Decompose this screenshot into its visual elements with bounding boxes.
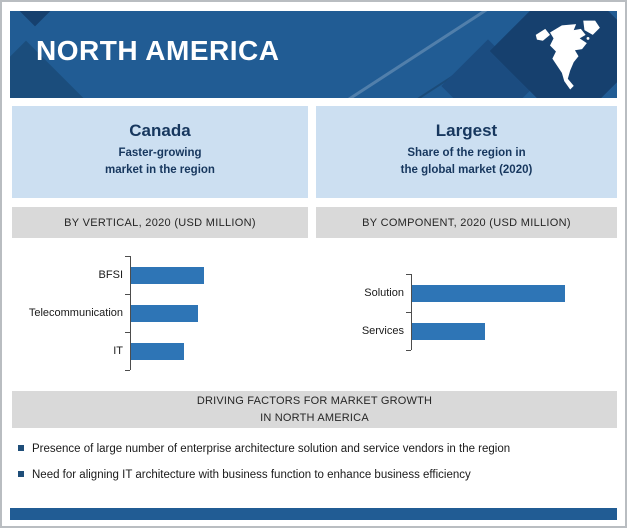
banner-decoration-diamond [16,11,54,27]
axis-tick [125,294,130,295]
bullet-square-icon [18,445,24,451]
highlight-box-canada: Canada Faster-growing market in the regi… [12,106,308,198]
page-title: NORTH AMERICA [36,35,280,66]
bullet-list: Presence of large number of enterprise a… [18,442,610,494]
bullet-text: Need for aligning IT architecture with b… [32,468,471,481]
highlight-box-largest: Largest Share of the region in the globa… [316,106,617,198]
chart-category-axis [130,256,131,370]
highlight-title: Largest [435,121,498,140]
driving-factors-bar: DRIVING FACTORS FOR MARKET GROWTH IN NOR… [12,391,617,428]
chart-category-label: Solution [364,287,404,299]
chart-bar-track [130,304,204,322]
chart-bar [130,304,199,322]
axis-tick [125,370,130,371]
north-america-map-icon [535,20,600,90]
header-banner: NORTH AMERICA [10,11,617,98]
chart-row: Solution [316,274,617,312]
section-header-by-component: BY COMPONENT, 2020 (USD MILLION) [316,207,617,238]
chart-category-label: Telecommunication [28,307,123,319]
axis-tick [406,350,411,351]
chart-by-component: Solution Services [316,242,617,380]
chart-category-axis [411,274,412,350]
chart-rows: Solution Services [316,274,617,351]
footer-strip [10,508,617,520]
chart-bar-track [130,342,204,360]
chart-category-label: Services [361,325,404,337]
axis-tick [406,312,411,313]
chart-by-vertical: BFSI Telecommunication IT [12,242,308,380]
chart-category-label: BFSI [98,269,123,281]
chart-bar [411,322,485,340]
chart-row: Telecommunication [12,294,308,332]
chart-rows: BFSI Telecommunication IT [12,256,308,371]
chart-bar [130,266,204,284]
chart-row: Services [316,312,617,350]
axis-tick [125,256,130,257]
chart-bar-track [411,284,565,302]
chart-bar [130,342,185,360]
bullet-item: Need for aligning IT architecture with b… [18,468,610,483]
axis-tick [406,274,411,275]
bullet-square-icon [18,470,24,477]
bullet-text: Presence of large number of enterprise a… [32,443,511,455]
highlight-title: Canada [129,121,191,140]
chart-bar [411,284,565,302]
section-header-by-vertical: BY VERTICAL, 2020 (USD MILLION) [12,207,308,238]
chart-category-label: IT [113,345,123,357]
highlight-subtitle: Share of the region in the global market… [400,147,533,176]
bullet-item: Presence of large number of enterprise a… [18,442,610,457]
chart-bar-track [411,322,565,340]
chart-bar-track [130,266,204,284]
axis-tick [125,332,130,333]
chart-row: IT [12,332,308,370]
chart-row: BFSI [12,256,308,294]
highlight-subtitle: Faster-growing market in the region [105,147,215,176]
